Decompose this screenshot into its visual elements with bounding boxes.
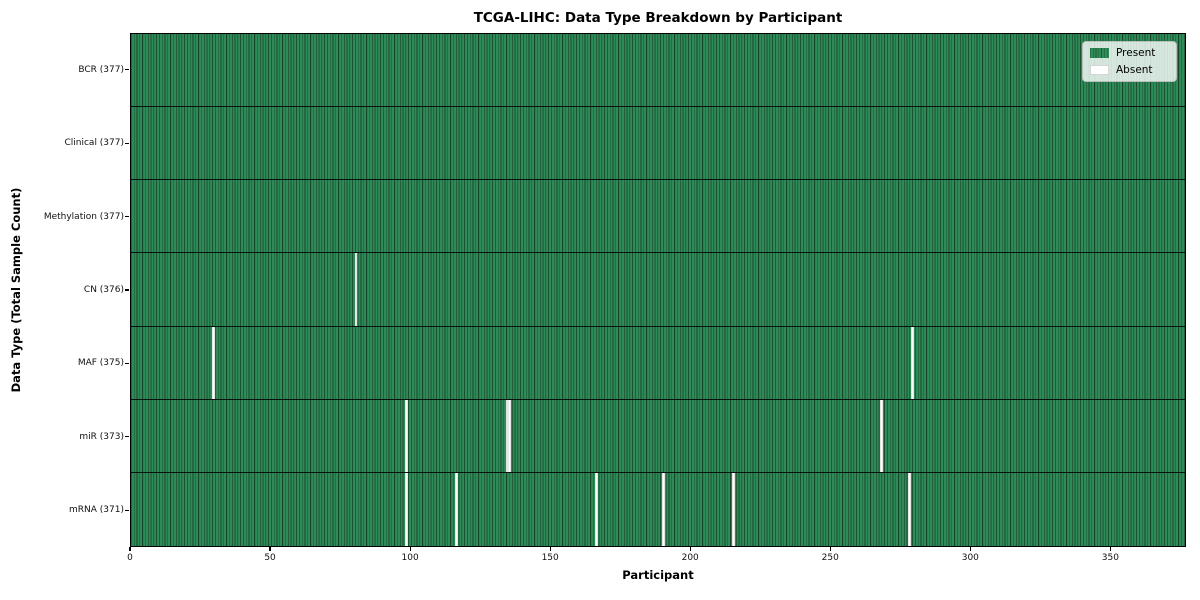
y-tick-mark — [125, 215, 129, 218]
row-band-MAF — [131, 326, 1185, 400]
absent-cell-MAF-279 — [911, 326, 914, 399]
row-band-miR — [131, 399, 1185, 473]
legend-entry-absent: Absent — [1090, 64, 1168, 76]
row-band-CN — [131, 253, 1185, 327]
absent-cell-miR-134 — [505, 399, 509, 472]
legend-label-absent: Absent — [1116, 64, 1153, 76]
legend: Present Absent — [1082, 41, 1177, 82]
y-tick-mark — [125, 509, 129, 511]
row-band-BCR — [131, 34, 1185, 108]
x-tick-mark — [409, 547, 411, 551]
y-tick-mark — [125, 289, 129, 291]
x-tick-mark — [829, 547, 831, 551]
y-tick-label-MAF: MAF (375) — [77, 358, 124, 369]
y-tick-mark — [125, 142, 129, 144]
x-tick-mark — [1109, 547, 1111, 551]
x-tick-label-200: 200 — [681, 553, 699, 563]
absent-cell-MAF-29 — [212, 326, 215, 399]
x-tick-label-250: 250 — [821, 553, 839, 563]
x-tick-mark — [129, 547, 131, 551]
x-tick-label-0: 0 — [127, 553, 133, 563]
plot-area — [130, 33, 1186, 547]
x-tick-label-350: 350 — [1101, 553, 1119, 563]
x-tick-mark — [969, 547, 971, 551]
absent-cell-mRNA-98 — [404, 472, 408, 546]
x-tick-mark — [269, 547, 271, 551]
x-tick-label-100: 100 — [401, 553, 419, 563]
absent-cell-mRNA-278 — [908, 472, 912, 546]
y-tick-mark — [125, 362, 129, 365]
absent-cell-mRNA-215 — [732, 472, 735, 546]
row-band-mRNA — [131, 472, 1185, 546]
y-tick-label-Clinical: Clinical (377) — [64, 138, 124, 149]
row-band-Clinical — [131, 107, 1185, 181]
x-tick-label-50: 50 — [264, 553, 276, 563]
absent-cell-mRNA-190 — [662, 472, 665, 546]
absent-cell-miR-98 — [404, 399, 408, 472]
y-tick-label-BCR: BCR (377) — [78, 64, 124, 75]
y-tick-label-CN: CN (376) — [83, 285, 124, 295]
y-tick-mark — [125, 69, 129, 71]
x-tick-mark — [549, 547, 551, 551]
legend-entry-present: Present — [1090, 47, 1168, 59]
chart-title: TCGA-LIHC: Data Type Breakdown by Partic… — [473, 10, 843, 26]
x-tick-label-150: 150 — [541, 553, 559, 563]
present-swatch-icon — [1090, 48, 1109, 58]
y-tick-label-miR: miR (373) — [79, 431, 124, 442]
absent-swatch-icon — [1090, 65, 1109, 75]
y-tick-label-Methylation: Methylation (377) — [43, 211, 124, 222]
legend-label-present: Present — [1116, 47, 1156, 59]
absent-cell-mRNA-166 — [595, 472, 598, 546]
absent-cell-miR-268 — [880, 399, 884, 472]
x-axis-label: Participant — [622, 568, 694, 582]
y-tick-label-mRNA: mRNA (371) — [69, 505, 124, 516]
x-tick-mark — [689, 547, 691, 551]
absent-cell-CN-80 — [354, 253, 358, 326]
row-band-Methylation — [131, 180, 1185, 254]
absent-cell-mRNA-116 — [455, 472, 459, 546]
x-tick-label-300: 300 — [961, 553, 979, 563]
y-tick-mark — [125, 436, 129, 438]
absent-cell-miR-135 — [508, 399, 512, 472]
